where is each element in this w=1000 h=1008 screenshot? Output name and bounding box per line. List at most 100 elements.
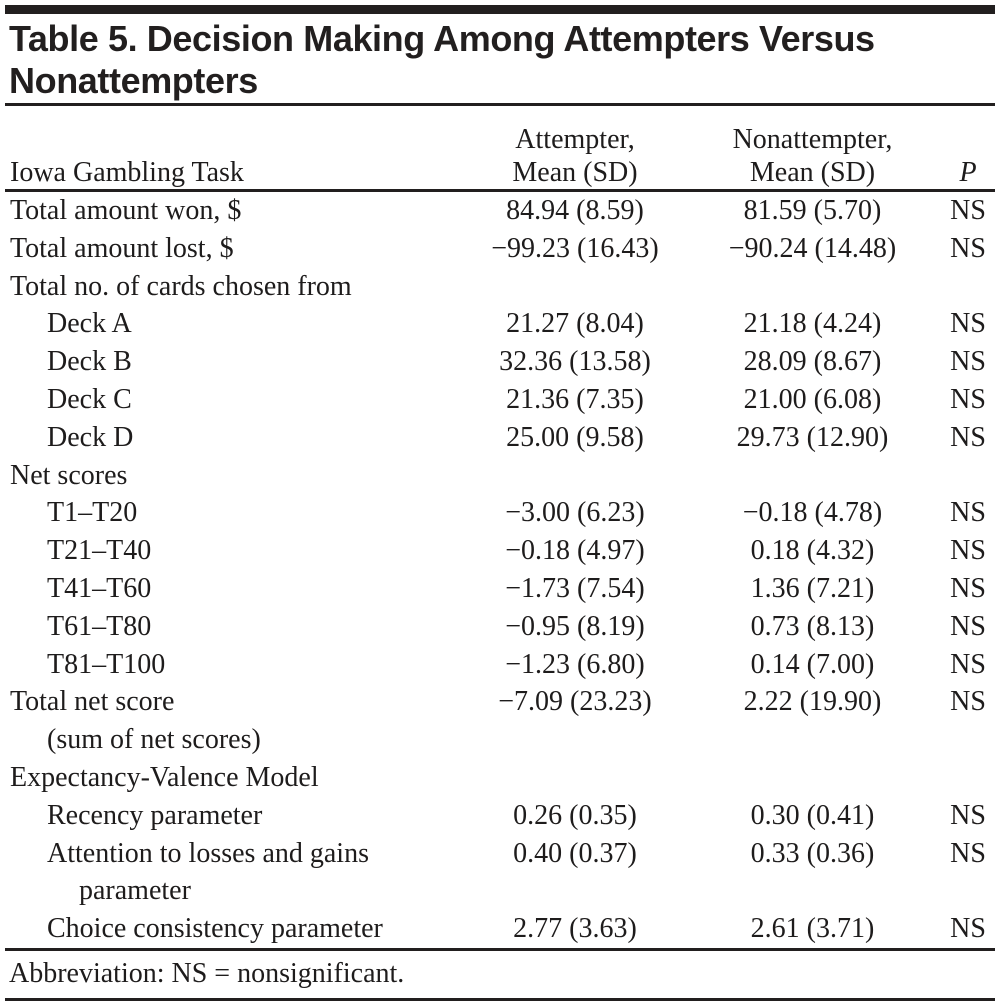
nonattempter-value: 21.00 (6.08) bbox=[743, 383, 882, 415]
table-row: T41–T60 −1.73 (7.54) 1.36 (7.21) NS bbox=[8, 570, 992, 608]
attempter-value: −0.95 (8.19) bbox=[505, 610, 645, 642]
row-label: Deck D bbox=[47, 421, 134, 453]
row-label: T81–T100 bbox=[47, 648, 166, 680]
p-value bbox=[930, 268, 992, 306]
nonattempter-value: 0.30 (0.41) bbox=[750, 799, 875, 831]
nonattempter-value bbox=[695, 268, 930, 306]
row-label: parameter bbox=[79, 875, 191, 907]
table-row: Total net score −7.09 (23.23) 2.22 (19.9… bbox=[8, 683, 992, 721]
attempter-value: −0.18 (4.97) bbox=[505, 535, 645, 567]
table-title-line1: Table 5. Decision Making Among Attempter… bbox=[9, 18, 875, 59]
attempter-value: −99.23 (16.43) bbox=[491, 232, 659, 264]
p-value: NS bbox=[950, 799, 986, 831]
nonattempter-value: 28.09 (8.67) bbox=[743, 346, 882, 378]
attempter-value: 25.00 (9.58) bbox=[506, 421, 644, 453]
column-header-row: Iowa Gambling Task Attempter, Mean (SD) … bbox=[8, 106, 992, 189]
attempter-value: 2.77 (3.63) bbox=[513, 913, 637, 945]
p-value bbox=[930, 457, 992, 495]
row-label: Deck C bbox=[47, 383, 132, 415]
table-row: Deck D 25.00 (9.58) 29.73 (12.90) NS bbox=[8, 419, 992, 457]
p-value: NS bbox=[950, 535, 986, 567]
table-row: Recency parameter 0.26 (0.35) 0.30 (0.41… bbox=[8, 797, 992, 835]
nonattempter-value: −0.18 (4.78) bbox=[742, 497, 883, 529]
row-label: T1–T20 bbox=[47, 497, 138, 529]
attempter-value bbox=[455, 872, 695, 910]
attempter-value: −7.09 (23.23) bbox=[498, 686, 652, 718]
row-label: Total no. of cards chosen from bbox=[10, 270, 352, 302]
column-header-stub: Iowa Gambling Task bbox=[10, 157, 244, 188]
column-header-nonattempter-line2: Mean (SD) bbox=[749, 157, 876, 188]
row-label: Deck A bbox=[47, 308, 132, 340]
table-row: Deck C 21.36 (7.35) 21.00 (6.08) NS bbox=[8, 381, 992, 419]
p-value bbox=[930, 759, 992, 797]
row-label: Expectancy-Valence Model bbox=[10, 761, 319, 793]
table-row: Deck A 21.27 (8.04) 21.18 (4.24) NS bbox=[8, 305, 992, 343]
rule-under-title bbox=[5, 103, 995, 106]
bottom-rule bbox=[5, 998, 995, 1001]
nonattempter-value: 29.73 (12.90) bbox=[736, 421, 889, 453]
nonattempter-value: 2.22 (19.90) bbox=[743, 686, 882, 718]
p-value: NS bbox=[950, 346, 986, 378]
nonattempter-value: 81.59 (5.70) bbox=[743, 195, 882, 226]
attempter-value: −1.73 (7.54) bbox=[505, 572, 645, 604]
attempter-value: 32.36 (13.58) bbox=[499, 346, 651, 378]
p-value: NS bbox=[950, 195, 986, 226]
nonattempter-value: 1.36 (7.21) bbox=[750, 572, 875, 604]
p-value: NS bbox=[950, 308, 986, 340]
table-row: Net scores bbox=[8, 457, 992, 495]
row-label: Total amount won, $ bbox=[10, 195, 242, 226]
table-row: (sum of net scores) bbox=[8, 721, 992, 759]
table-row: Total no. of cards chosen from bbox=[8, 268, 992, 306]
p-value: NS bbox=[950, 913, 986, 945]
table-footnote: Abbreviation: NS = nonsignificant. bbox=[9, 958, 405, 989]
table-row: T1–T20 −3.00 (6.23) −0.18 (4.78) NS bbox=[8, 494, 992, 532]
nonattempter-value bbox=[695, 457, 930, 495]
attempter-value: 0.26 (0.35) bbox=[513, 799, 637, 831]
column-header-nonattempter: Nonattempter, Mean (SD) bbox=[695, 123, 930, 189]
nonattempter-value: 0.18 (4.32) bbox=[750, 535, 875, 567]
row-label: Choice consistency parameter bbox=[47, 913, 383, 945]
p-value: NS bbox=[950, 497, 986, 529]
table-row: Expectancy-Valence Model bbox=[8, 759, 992, 797]
nonattempter-value: 2.61 (3.71) bbox=[750, 913, 875, 945]
table-row: parameter bbox=[8, 872, 992, 910]
table-row: T21–T40 −0.18 (4.97) 0.18 (4.32) NS bbox=[8, 532, 992, 570]
p-value: NS bbox=[950, 837, 986, 869]
nonattempter-value bbox=[695, 872, 930, 910]
p-value bbox=[930, 872, 992, 910]
p-value bbox=[930, 721, 992, 759]
p-value: NS bbox=[950, 686, 986, 718]
nonattempter-value bbox=[695, 759, 930, 797]
attempter-value bbox=[455, 268, 695, 306]
attempter-value bbox=[455, 457, 695, 495]
table-row: Total amount lost, $ −99.23 (16.43) −90.… bbox=[8, 230, 992, 268]
row-label: Recency parameter bbox=[47, 799, 263, 831]
nonattempter-value: 0.14 (7.00) bbox=[750, 648, 875, 680]
attempter-value: −1.23 (6.80) bbox=[505, 648, 645, 680]
p-value: NS bbox=[950, 610, 986, 642]
table-body: Total amount won, $ 84.94 (8.59) 81.59 (… bbox=[8, 192, 992, 948]
rule-under-header bbox=[5, 189, 995, 192]
table-title: Table 5. Decision Making Among Attempter… bbox=[9, 18, 992, 102]
row-label: T21–T40 bbox=[47, 535, 152, 567]
row-label: Total amount lost, $ bbox=[10, 232, 234, 264]
attempter-value: 0.40 (0.37) bbox=[513, 837, 637, 869]
table-row: T61–T80 −0.95 (8.19) 0.73 (8.13) NS bbox=[8, 608, 992, 646]
table-title-line2: Nonattempters bbox=[9, 60, 258, 101]
rule-above-footnote bbox=[5, 948, 995, 951]
table-row: Total amount won, $ 84.94 (8.59) 81.59 (… bbox=[8, 192, 992, 230]
nonattempter-value bbox=[695, 721, 930, 759]
p-value: NS bbox=[950, 648, 986, 680]
row-label: Attention to losses and gains bbox=[47, 837, 369, 869]
row-label: (sum of net scores) bbox=[47, 724, 261, 756]
nonattempter-value: 0.73 (8.13) bbox=[750, 610, 875, 642]
nonattempter-value: 0.33 (0.36) bbox=[750, 837, 875, 869]
attempter-value: 84.94 (8.59) bbox=[506, 195, 644, 226]
top-thick-rule bbox=[5, 5, 995, 14]
attempter-value bbox=[455, 721, 695, 759]
table-row: T81–T100 −1.23 (6.80) 0.14 (7.00) NS bbox=[8, 646, 992, 684]
p-value: NS bbox=[950, 232, 986, 264]
nonattempter-value: −90.24 (14.48) bbox=[728, 232, 897, 264]
column-header-nonattempter-line1: Nonattempter, bbox=[732, 124, 893, 155]
